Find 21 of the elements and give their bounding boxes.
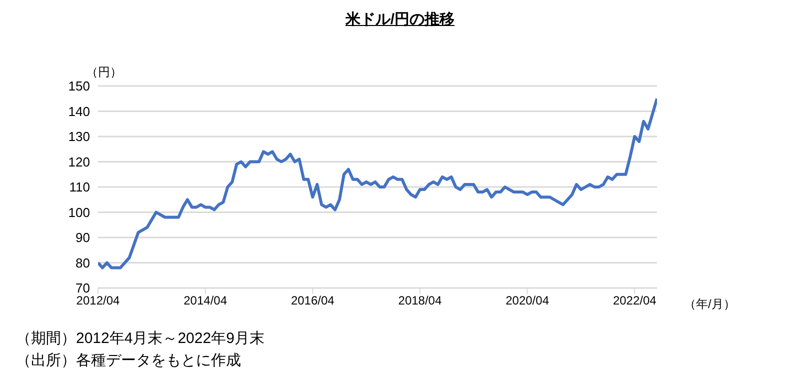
x-tick-label: 2022/04 [612,294,657,308]
y-tick-label: 80 [76,255,90,270]
x-tick-label: 2018/04 [398,294,442,308]
x-tick-label: 2014/04 [184,294,228,308]
line-series [98,97,657,270]
y-tick-label: 100 [68,204,90,220]
y-tick-label: 140 [68,104,90,119]
y-tick-label: 70 [76,280,90,296]
y-tick-label: 90 [76,230,90,246]
y-tick-label: 130 [68,129,90,144]
x-tick-label: 2016/04 [290,294,335,308]
chart-title: 米ドル/円の推移 [344,10,456,29]
text: （期間）2012年4月末～2022年9月末 [16,329,264,348]
text: （出所）各種データをもとに作成 [16,351,241,370]
x-axis-title: （年/月） [684,296,736,313]
x-tick-label: 2012/04 [76,294,120,308]
x-tick-label: 2020/04 [506,294,550,308]
y-axis-title: （円） [86,64,122,81]
y-tick-label: 150 [68,78,90,94]
y-tick-label: 120 [68,154,90,170]
y-tick-label: 110 [69,180,90,195]
